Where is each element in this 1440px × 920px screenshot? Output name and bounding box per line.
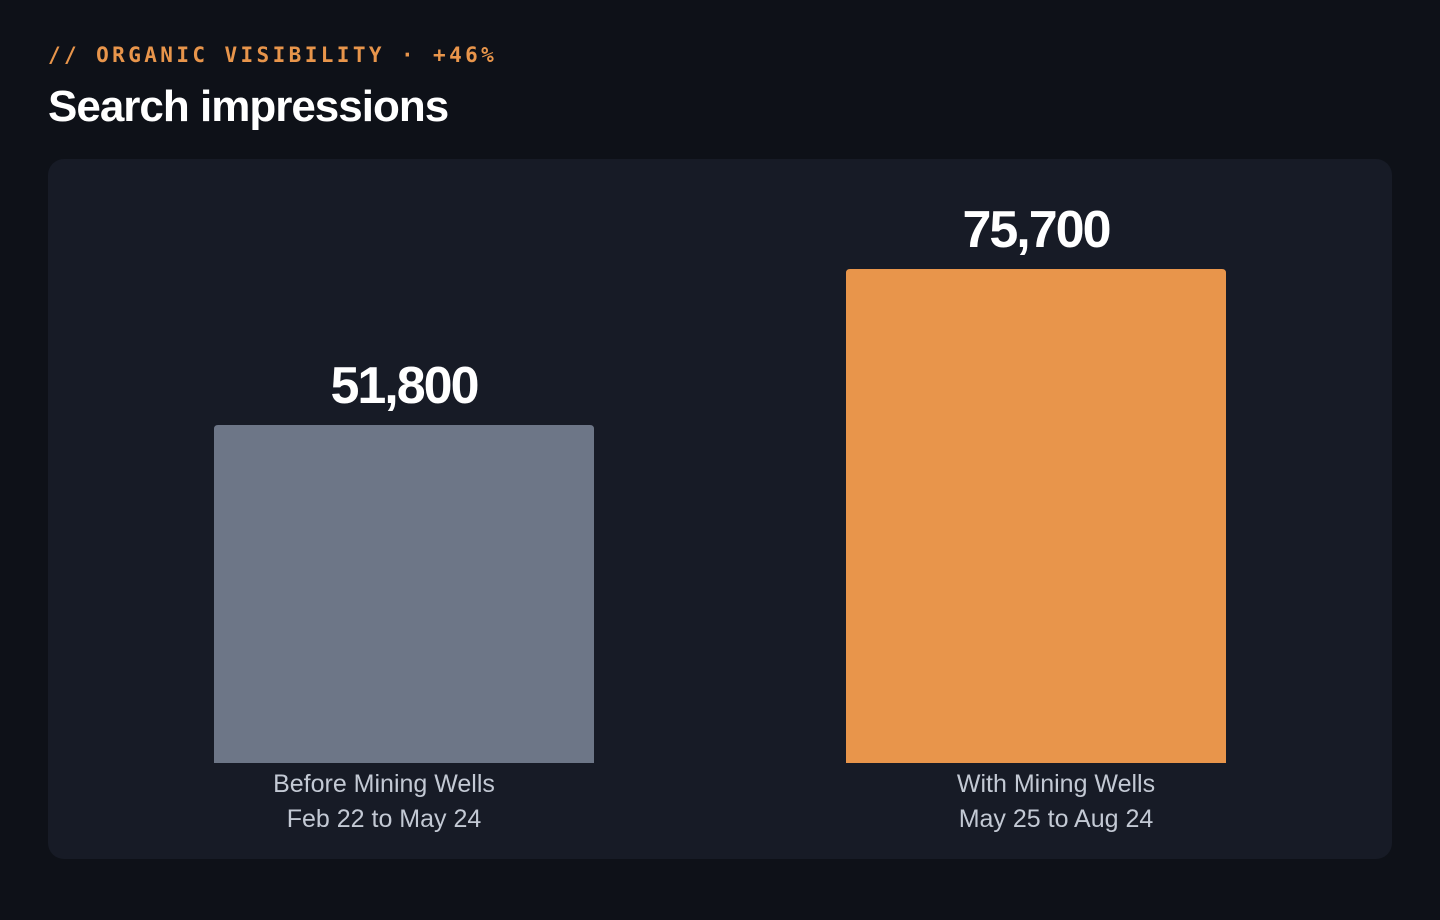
page-title: Search impressions [48,82,449,131]
bar-value-label: 75,700 [962,201,1109,259]
bar-before [214,424,594,763]
impressions-bar-chart: 51,800 Before Mining Wells Feb 22 to May 2… [214,201,1226,833]
category-label: Before Mining Wells [273,770,495,798]
bar-with [846,269,1226,763]
bar-value-label: 51,800 [330,357,477,415]
chart-panel: 51,800 Before Mining Wells Feb 22 to May 2… [48,159,1392,859]
category-date-range: May 25 to Aug 24 [959,805,1154,833]
category-date-range: Feb 22 to May 24 [287,805,482,833]
category-label: With Mining Wells [957,770,1155,798]
section-eyebrow: // ORGANIC VISIBILITY · +46% [48,43,498,67]
